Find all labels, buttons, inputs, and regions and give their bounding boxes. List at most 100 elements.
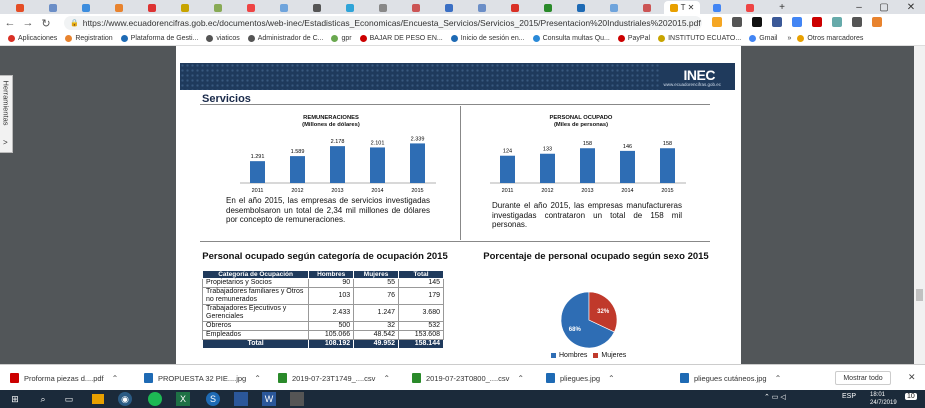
bar bbox=[660, 148, 675, 183]
close-downloads-icon[interactable]: ✕ bbox=[908, 372, 916, 382]
reload-icon[interactable]: ↻ bbox=[41, 17, 51, 30]
browser-tab[interactable] bbox=[631, 1, 663, 14]
scrollbar-thumb[interactable] bbox=[916, 289, 923, 301]
clock[interactable]: 18:01 24/7/2019 bbox=[870, 391, 897, 407]
extension-icon[interactable] bbox=[832, 17, 842, 27]
bookmark-item[interactable]: PayPal bbox=[617, 35, 650, 42]
bookmarks-bar: Aplicaciones Registration Plataforma de Ge… bbox=[0, 32, 925, 46]
browser-tab[interactable] bbox=[334, 1, 366, 14]
x-tick-label: 2014 bbox=[621, 188, 633, 194]
notifications-badge[interactable]: 10 bbox=[905, 393, 917, 400]
browser-tab[interactable] bbox=[400, 1, 432, 14]
chrome-icon[interactable]: ◉ bbox=[118, 392, 132, 406]
extension-icon[interactable] bbox=[732, 17, 742, 27]
chevron-up-icon[interactable]: ⌃ bbox=[517, 373, 525, 383]
browser-tab[interactable] bbox=[70, 1, 102, 14]
extension-icon[interactable] bbox=[772, 17, 782, 27]
browser-tab[interactable] bbox=[532, 1, 564, 14]
download-item[interactable]: 2019-07-23T1749_....csv ⌃ bbox=[278, 373, 390, 383]
browser-tab[interactable] bbox=[169, 1, 201, 14]
excel-icon[interactable]: X bbox=[176, 392, 190, 406]
windows-start-icon[interactable]: ⊞ bbox=[11, 393, 19, 404]
tools-sidebar-handle[interactable]: Herramientas > bbox=[0, 75, 13, 153]
skype-icon[interactable]: S bbox=[206, 392, 220, 406]
extension-icon[interactable] bbox=[712, 17, 722, 27]
browser-tab[interactable]: T ✕ bbox=[664, 1, 700, 14]
show-all-downloads-button[interactable]: Mostrar todo bbox=[835, 371, 891, 385]
new-tab-button[interactable]: + bbox=[779, 1, 785, 13]
bookmark-item[interactable]: Administrador de C... bbox=[247, 35, 323, 42]
file-explorer-icon[interactable] bbox=[92, 394, 104, 404]
bookmark-item[interactable]: Aplicaciones bbox=[8, 35, 57, 42]
chevron-up-icon[interactable]: ⌃ bbox=[774, 373, 782, 383]
table-row: Total 108.192 49.952 158.144 bbox=[201, 339, 444, 349]
browser-tab[interactable] bbox=[499, 1, 531, 14]
chevron-up-icon[interactable]: ⌃ bbox=[254, 373, 261, 383]
x-tick-label: 2011 bbox=[252, 188, 264, 194]
browser-tab[interactable] bbox=[4, 1, 36, 14]
bookmark-label: Gmail bbox=[759, 35, 778, 42]
language-indicator[interactable]: ESP bbox=[842, 393, 857, 400]
extension-icon[interactable] bbox=[792, 17, 802, 27]
browser-tab[interactable] bbox=[103, 1, 135, 14]
back-icon[interactable]: ← bbox=[4, 17, 16, 29]
scrollbar[interactable] bbox=[914, 46, 925, 364]
task-view-icon[interactable]: ▭ bbox=[64, 393, 74, 404]
browser-tab[interactable] bbox=[433, 1, 465, 14]
browser-tab[interactable] bbox=[734, 1, 766, 14]
browser-tab[interactable] bbox=[565, 1, 597, 14]
bookmark-item[interactable]: Otros marcadores bbox=[797, 35, 863, 42]
download-item[interactable]: pliegues cutáneos.jpg ⌃ bbox=[680, 373, 781, 383]
section-title: Servicios bbox=[202, 93, 251, 105]
forward-icon[interactable]: → bbox=[22, 17, 34, 29]
bookmark-item[interactable]: Inicio de sesión en... bbox=[450, 35, 525, 42]
legend-mujeres: Mujeres bbox=[601, 352, 627, 359]
window-max-button[interactable]: ▢ bbox=[879, 1, 889, 13]
download-item[interactable]: PROPUESTA 32 PIE....jpg ⌃ bbox=[144, 373, 261, 383]
table-header: Total bbox=[398, 270, 444, 279]
url-bar[interactable]: 🔒 https://www.ecuadorencifras.gob.ec/doc… bbox=[64, 16, 702, 30]
browser-tab[interactable] bbox=[367, 1, 399, 14]
download-item[interactable]: Proforma piezas d....pdf ⌃ bbox=[10, 373, 118, 383]
calculator-icon[interactable] bbox=[290, 392, 304, 406]
bookmark-item[interactable]: BAJAR DE PESO EN... bbox=[359, 35, 443, 42]
browser-tab[interactable] bbox=[37, 1, 69, 14]
bookmark-item[interactable]: viaticos bbox=[206, 35, 240, 42]
chevron-up-icon[interactable]: ⌃ bbox=[608, 373, 615, 383]
window-close-button[interactable]: ✕ bbox=[906, 1, 916, 13]
table-cell: 153.608 bbox=[398, 330, 444, 340]
word-icon[interactable]: W bbox=[262, 392, 276, 406]
table-cell: 3.680 bbox=[398, 304, 444, 322]
browser-tab[interactable] bbox=[301, 1, 333, 14]
tab-favicon bbox=[181, 3, 189, 12]
chevron-up-icon[interactable]: ⌃ bbox=[383, 373, 391, 383]
outlook-icon[interactable] bbox=[234, 392, 248, 406]
browser-tab[interactable] bbox=[466, 1, 498, 14]
tray-icons[interactable]: ⌃ ▭ ◁ bbox=[764, 394, 786, 401]
download-item[interactable]: pliegues.jpg ⌃ bbox=[546, 373, 615, 383]
table-cell: 2.433 bbox=[308, 304, 355, 322]
browser-tab[interactable] bbox=[202, 1, 234, 14]
bar-value-label: 133 bbox=[543, 147, 552, 153]
extension-icon[interactable] bbox=[852, 17, 862, 27]
bookmark-item[interactable]: Gmail bbox=[749, 35, 777, 42]
extension-icon[interactable] bbox=[752, 17, 762, 27]
bookmark-item[interactable]: Consulta multas Qu... bbox=[532, 35, 610, 42]
spotify-icon[interactable] bbox=[148, 392, 162, 406]
browser-tab[interactable] bbox=[136, 1, 168, 14]
chevron-up-icon[interactable]: ⌃ bbox=[111, 373, 119, 383]
browser-tab[interactable] bbox=[268, 1, 300, 14]
browser-tab[interactable] bbox=[598, 1, 630, 14]
extension-icon[interactable] bbox=[812, 17, 822, 27]
window-min-button[interactable]: – bbox=[856, 1, 862, 13]
bookmark-item[interactable]: » bbox=[787, 35, 791, 42]
bookmark-item[interactable]: Registration bbox=[65, 35, 113, 42]
bookmark-item[interactable]: gpr bbox=[331, 35, 352, 42]
search-icon[interactable]: ⌕ bbox=[40, 393, 46, 404]
browser-tab[interactable] bbox=[701, 1, 733, 14]
extension-icon[interactable] bbox=[872, 17, 882, 27]
browser-tab[interactable] bbox=[235, 1, 267, 14]
bookmark-item[interactable]: Plataforma de Gesti... bbox=[120, 35, 198, 42]
bookmark-item[interactable]: INSTITUTO ECUATO... bbox=[658, 35, 741, 42]
download-item[interactable]: 2019-07-23T0800_....csv ⌃ bbox=[412, 373, 524, 383]
